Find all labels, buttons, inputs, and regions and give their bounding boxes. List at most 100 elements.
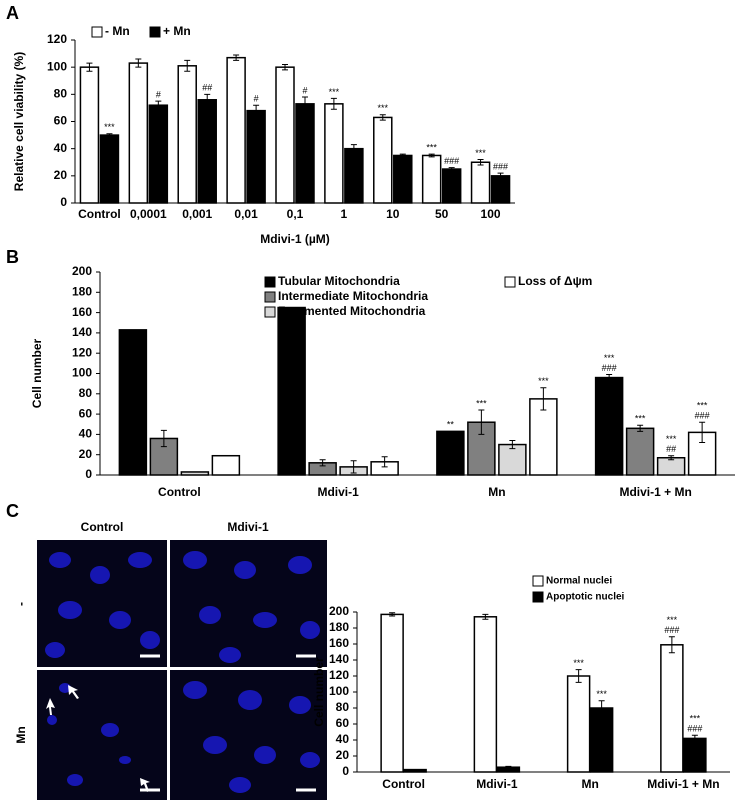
bar [589, 707, 614, 773]
annotation: *** [475, 148, 486, 158]
y-tick-label: 200 [72, 264, 92, 278]
y-tick-label: 160 [72, 305, 92, 319]
error-bar [135, 58, 142, 68]
panel-label: A [6, 3, 19, 23]
annotation: ### [664, 625, 679, 635]
error-bar [509, 439, 516, 450]
y-tick-label: 80 [54, 87, 68, 101]
bar [656, 456, 686, 476]
error-bar [350, 460, 357, 474]
row-label: Mn [14, 726, 28, 743]
legend-swatch [264, 306, 276, 318]
error-bar [106, 133, 113, 137]
bar [344, 147, 364, 204]
bar [436, 430, 465, 476]
y-tick-label: 20 [54, 168, 68, 182]
legend-label: Normal nuclei [546, 576, 612, 587]
x-tick-label: Control [78, 207, 121, 221]
error-bar [598, 700, 605, 716]
y-tick-label: 40 [79, 427, 93, 441]
annotation: ### [602, 363, 617, 373]
bar [373, 116, 393, 204]
error-bar [477, 159, 484, 166]
bar [594, 376, 624, 476]
micrographs: Control Mdivi-1 - Mn [14, 520, 327, 800]
bar [99, 134, 120, 204]
y-tick-label: 80 [79, 386, 93, 400]
error-bar [160, 429, 167, 448]
bar [490, 175, 511, 204]
legend-swatch [91, 26, 103, 38]
x-tick-label: Control [382, 777, 425, 791]
nuclei [45, 551, 320, 793]
error-bar [379, 114, 386, 121]
x-tick-label: Mdivi-1 [476, 777, 518, 791]
bar [403, 768, 427, 773]
error-bar [699, 421, 706, 444]
error-bar [204, 93, 211, 106]
legend-swatch [532, 575, 544, 587]
y-tick-label: 180 [329, 620, 349, 634]
error-bar [448, 167, 455, 171]
error-bar [540, 387, 547, 411]
annotation: *** [596, 689, 607, 699]
scale-bars [140, 654, 316, 792]
error-bar [282, 63, 288, 71]
annotation: ## [202, 83, 212, 93]
x-tick-label: 50 [435, 207, 449, 221]
annotation: ### [493, 161, 508, 171]
annotation: *** [329, 87, 340, 97]
y-tick-label: 40 [336, 732, 350, 746]
y-tick-label: 140 [329, 652, 349, 666]
y-tick-label: 60 [79, 406, 93, 420]
annotation: ** [447, 420, 455, 430]
legend-label: Intermediate Mitochondria [278, 289, 428, 303]
annotation: # [254, 94, 259, 104]
error-bar [86, 62, 93, 72]
y-tick-label: 20 [336, 748, 350, 762]
y-tick-label: 40 [54, 141, 68, 155]
annotation: *** [476, 398, 487, 408]
annotation: ### [444, 156, 459, 166]
bar [295, 103, 315, 204]
bar [148, 104, 169, 204]
bar [660, 644, 684, 773]
x-tick-label: Mdivi-1 [317, 485, 359, 499]
bar [211, 454, 241, 476]
bar [226, 56, 246, 204]
x-tick-label: 0,0001 [130, 207, 167, 221]
bar [473, 616, 498, 773]
x-tick-label: 10 [386, 207, 400, 221]
annotation: # [302, 85, 307, 95]
y-tick-label: 160 [329, 636, 349, 650]
error-bar [637, 424, 644, 432]
y-tick-label: 0 [342, 764, 349, 778]
x-tick-label: 0,1 [287, 207, 304, 221]
legend-label: Apoptotic nuclei [546, 592, 625, 603]
bar [177, 65, 197, 204]
bar [683, 737, 707, 773]
x-tick-label: Mn [581, 777, 598, 791]
error-bar [233, 54, 240, 61]
annotation: *** [104, 122, 115, 132]
y-tick-label: 0 [60, 195, 67, 209]
y-axis-label: Cell number [312, 657, 326, 727]
panel-label: B [6, 247, 19, 267]
legend-label: Tubular Mitochondria [278, 274, 400, 288]
y-tick-label: 120 [47, 32, 67, 46]
micrograph [37, 670, 167, 800]
y-tick-label: 60 [336, 716, 350, 730]
legend-swatch [149, 26, 161, 38]
error-bar [575, 669, 582, 683]
y-tick-label: 100 [329, 684, 349, 698]
y-tick-label: 100 [72, 366, 92, 380]
legend-swatch [504, 276, 516, 288]
y-tick-label: 140 [72, 325, 92, 339]
error-bar [428, 153, 435, 158]
panel-label: C [6, 501, 19, 521]
y-tick-label: 60 [54, 114, 68, 128]
annotation: ### [695, 411, 710, 421]
error-bar [302, 96, 308, 112]
annotation: *** [667, 615, 678, 625]
x-tick-label: Control [158, 485, 201, 499]
